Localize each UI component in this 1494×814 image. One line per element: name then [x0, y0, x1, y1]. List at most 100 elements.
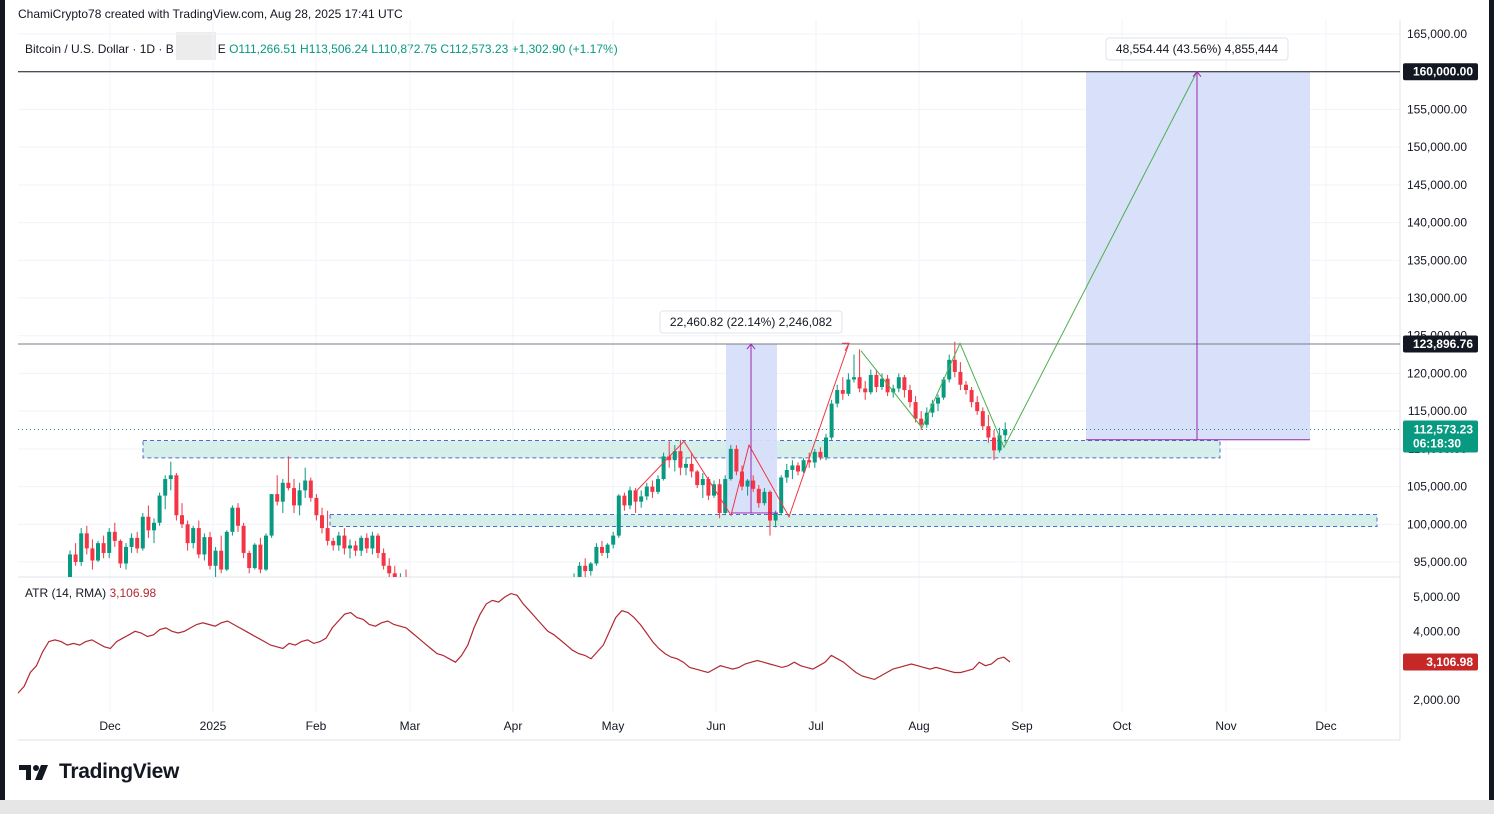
candle-body: [219, 550, 224, 570]
candle-body: [969, 390, 974, 403]
candle-body: [846, 379, 851, 394]
candle-body: [454, 628, 458, 648]
candle-body: [84, 533, 89, 549]
tradingview-wordmark: TradingView: [59, 760, 180, 783]
candle-body: [695, 471, 700, 486]
atr-series: [17, 592, 1011, 694]
last-price-tag: 112,573.23: [1414, 422, 1474, 436]
candle-body: [941, 379, 946, 398]
candle-body: [712, 484, 716, 496]
candle-body: [577, 565, 582, 577]
candle-body: [482, 621, 486, 644]
candle-body: [292, 488, 296, 506]
candle-body: [297, 490, 302, 506]
candle-body: [241, 525, 246, 553]
candle-body: [275, 494, 280, 502]
candle-body: [269, 494, 274, 536]
candle-body: [656, 479, 660, 492]
time-tick-label: Feb: [306, 719, 327, 733]
candle-body: [432, 622, 436, 645]
symbol-name-tail: E: [217, 42, 226, 57]
candle-body: [152, 522, 156, 531]
candle-body: [891, 388, 896, 393]
price-tick-label: 105,000.00: [1407, 480, 1467, 494]
measure-labels: 22,460.82 (22.14%) 2,246,082 48,554.44 (4…: [659, 37, 1289, 334]
ohlc-change: +1,302.90 (+1.17%): [511, 42, 618, 57]
candlestick-series: [68, 341, 1008, 659]
target-price-tag-bg: [1403, 63, 1478, 81]
candle-body: [370, 535, 375, 549]
candle-body: [661, 456, 666, 480]
candle-body: [180, 515, 184, 525]
green-zigzag-pattern: [860, 71, 1198, 449]
candle-body: [723, 479, 728, 513]
candle-body: [650, 486, 655, 492]
candle-body: [140, 516, 145, 549]
candle-body: [494, 628, 498, 642]
author-credit: ChamiCrypto78 created with TradingView.c…: [18, 7, 403, 21]
candle-body: [896, 377, 901, 389]
candle-body: [561, 613, 565, 626]
tradingview-logo[interactable]: TradingView: [19, 760, 179, 784]
resistance-price-tag-bg: [1403, 335, 1478, 353]
candle-body: [438, 645, 442, 654]
candle-body: [460, 628, 464, 641]
candle-body: [236, 507, 240, 526]
candle-body: [768, 491, 772, 521]
price-tick-label: 120,000.00: [1407, 366, 1467, 380]
candle-body: [392, 573, 397, 577]
bottom-frame-border: [0, 800, 1494, 814]
candle-body: [1003, 429, 1008, 436]
candle-body: [936, 397, 940, 404]
candle-body: [980, 411, 985, 427]
axes: 165,000.00 160,000.00 155,000.00 150,000.00…: [99, 27, 1478, 733]
candle-body: [208, 537, 212, 566]
atr-price-tag-bg: [1403, 653, 1478, 671]
time-tick-label: Mar: [400, 719, 421, 733]
candle-body: [572, 577, 576, 618]
candle-body: [611, 535, 616, 545]
candle-body: [426, 622, 430, 630]
ohlc-close: C112,573.23: [440, 42, 509, 57]
atr-tick-label: 4,000.00: [1413, 624, 1460, 638]
candle-body: [387, 565, 392, 574]
candle-body: [538, 643, 542, 651]
price-tick-label: 140,000.00: [1407, 216, 1467, 230]
price-tick-label: 165,000.00: [1407, 27, 1467, 41]
candle-body: [857, 377, 862, 389]
red-zigzag-pattern: [636, 343, 850, 518]
candle-body: [449, 645, 453, 649]
candle-body: [812, 451, 817, 463]
symbol-name[interactable]: Bitcoin / U.S. Dollar · 1D · B: [25, 42, 174, 57]
candle-body: [101, 543, 106, 553]
candle-body: [779, 477, 784, 513]
candle-body: [667, 456, 672, 461]
atr-legend[interactable]: ATR (14, RMA) 3,106.98: [25, 586, 156, 600]
candle-body: [566, 613, 570, 618]
candle-body: [224, 531, 229, 570]
candle-body: [790, 465, 795, 470]
candle-body: [633, 490, 638, 502]
candle-body: [202, 537, 207, 555]
candle-body: [874, 374, 879, 388]
candle-body: [466, 641, 470, 658]
candle-body: [443, 645, 447, 654]
candle-body: [471, 653, 475, 659]
candle-body: [247, 552, 252, 569]
candle-body: [678, 451, 683, 468]
candle-body: [784, 469, 789, 478]
time-tick-label: Dec: [99, 719, 120, 733]
left-frame-border: [0, 0, 5, 814]
time-tick-label: Oct: [1113, 719, 1132, 733]
right-frame-border: [1489, 0, 1494, 814]
candle-body: [252, 544, 257, 569]
target-price-tag: 160,000.00: [1413, 65, 1473, 79]
candle-body: [728, 448, 733, 480]
candle-body: [303, 480, 308, 491]
resistance-price-tag: 123,896.76: [1413, 337, 1473, 351]
candle-body: [135, 537, 140, 549]
candle-body: [824, 437, 828, 458]
candle-body: [952, 359, 957, 372]
candle-body: [796, 465, 800, 472]
